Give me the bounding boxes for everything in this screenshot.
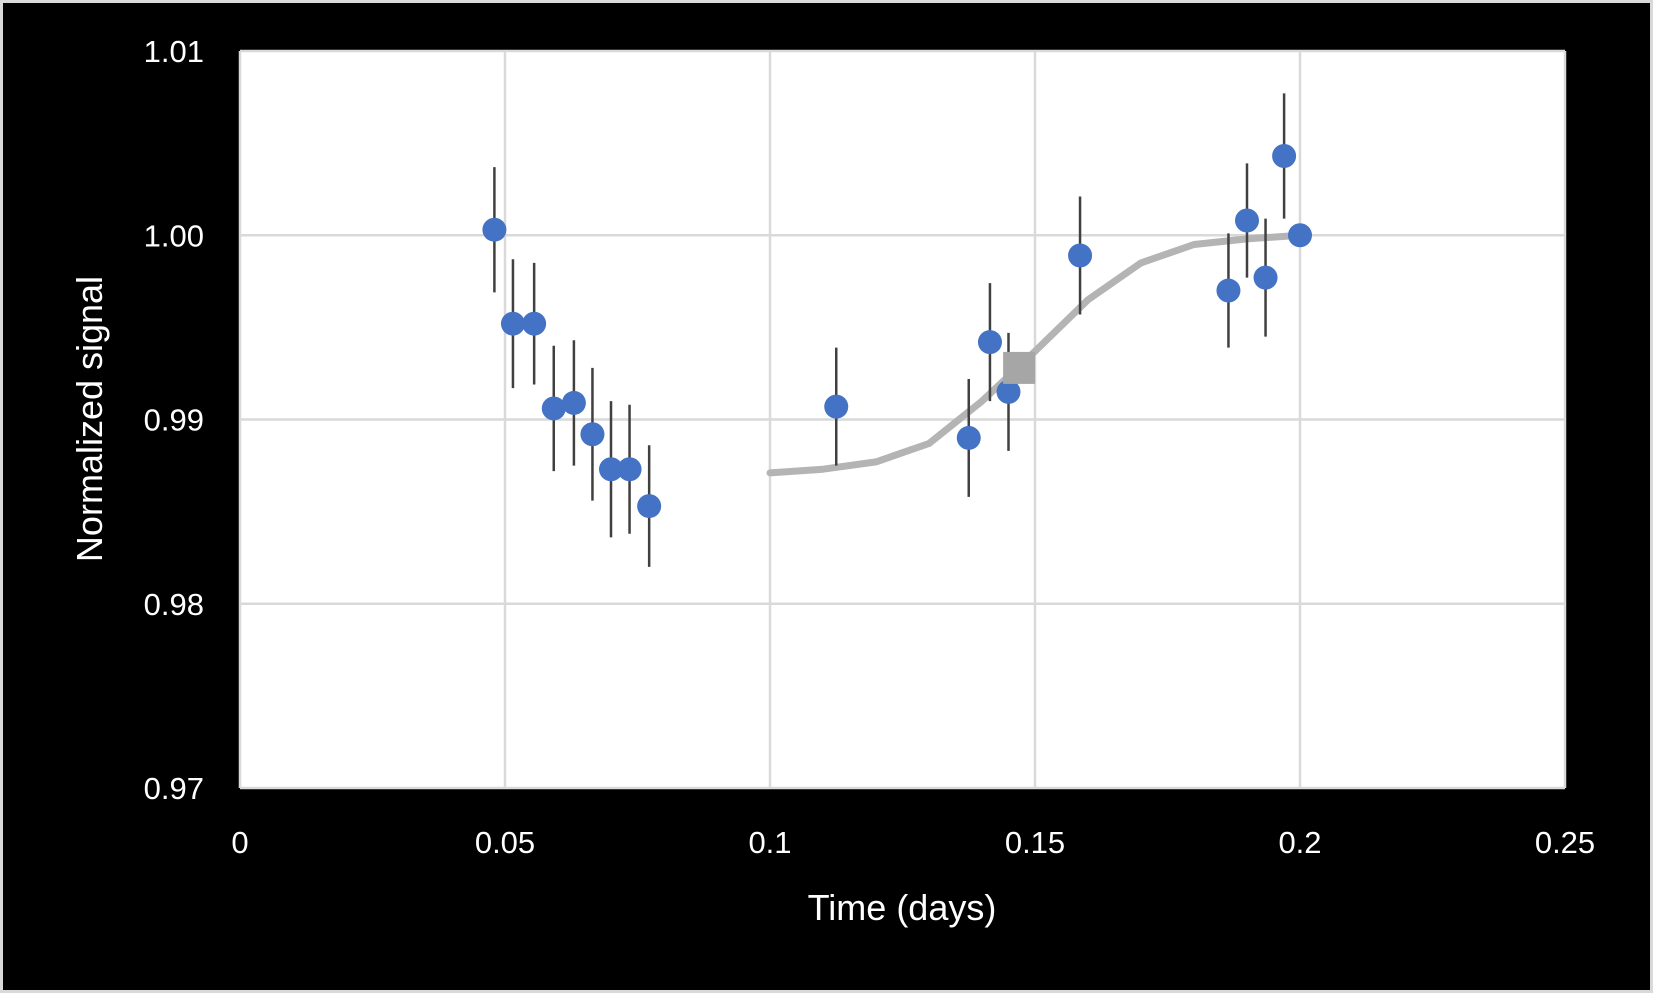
data-points: [482, 144, 1312, 519]
y-tick-label: 0.97: [144, 771, 204, 806]
data-point: [637, 494, 662, 519]
x-tick-label: 0.25: [1535, 825, 1595, 860]
x-tick-label: 0.1: [748, 825, 791, 860]
highlight-marker: [1003, 351, 1036, 384]
data-point: [1253, 265, 1278, 290]
x-tick-label: 0.05: [475, 825, 535, 860]
data-point: [599, 457, 623, 482]
y-tick-label: 1.01: [144, 34, 204, 69]
data-point: [580, 422, 605, 447]
x-tick-label: 0: [231, 825, 248, 860]
data-point: [1288, 223, 1312, 248]
y-tick-label: 1.00: [144, 218, 204, 253]
data-point: [617, 457, 642, 482]
data-point: [1216, 278, 1241, 303]
data-point: [500, 311, 525, 336]
data-point: [561, 390, 586, 415]
model-curve: [766, 231, 1304, 477]
data-point: [1235, 208, 1259, 233]
y-tick-label: 0.99: [144, 403, 204, 438]
data-point: [956, 425, 981, 450]
y-tick-label: 0.98: [144, 587, 204, 622]
data-point: [977, 330, 1002, 355]
data-point: [996, 379, 1021, 404]
gridlines: [238, 49, 1567, 790]
square-marker: [1003, 351, 1036, 384]
data-point: [482, 217, 507, 242]
tick-labels: 0 0.05 0.1 0.15 0.2 0.25 0.97 0.98 0.99 1.00 1.01: [144, 34, 1596, 860]
x-axis-title: Time (days): [808, 887, 997, 928]
y-axis-title: Normalized signal: [69, 276, 110, 562]
data-point: [522, 311, 547, 336]
data-point: [824, 394, 849, 419]
data-point: [1272, 144, 1297, 169]
model-line: [766, 231, 1304, 477]
x-tick-label: 0.15: [1005, 825, 1065, 860]
data-point: [1068, 243, 1093, 268]
x-tick-label: 0.2: [1278, 825, 1321, 860]
data-point: [541, 396, 566, 421]
